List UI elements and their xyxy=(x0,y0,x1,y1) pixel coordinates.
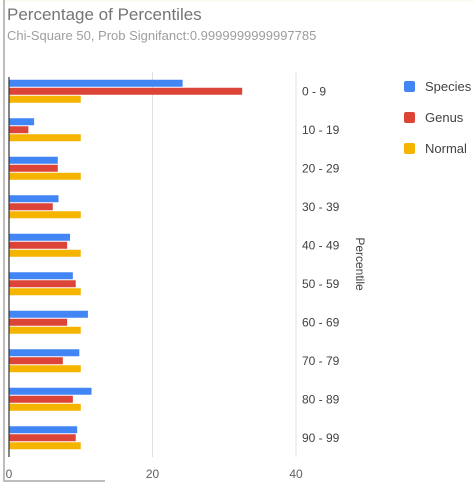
frame-top-border xyxy=(5,0,474,2)
legend-swatch-genus xyxy=(404,112,415,123)
chart-title: Percentage of Percentiles xyxy=(7,5,202,24)
bar-species-9 xyxy=(9,426,78,434)
bar-species-7 xyxy=(9,349,80,357)
x-tick-label-20: 20 xyxy=(146,467,160,481)
category-label-7: 70 - 79 xyxy=(302,354,340,368)
legend-label-genus: Genus xyxy=(425,110,464,125)
category-label-8: 80 - 89 xyxy=(302,392,340,406)
category-label-5: 50 - 59 xyxy=(302,277,340,291)
bar-genus-9 xyxy=(9,434,76,442)
bar-species-0 xyxy=(9,79,183,87)
bar-normal-0 xyxy=(9,95,81,103)
legend-item-species[interactable]: Species xyxy=(404,79,471,94)
x-tick-label-40: 40 xyxy=(289,467,303,481)
bar-genus-8 xyxy=(9,395,73,403)
legend-item-normal[interactable]: Normal xyxy=(404,141,467,156)
bar-normal-6 xyxy=(9,326,81,334)
bar-normal-7 xyxy=(9,365,81,373)
chart-subtitle: Chi-Square 50, Prob Signifanct:0.9999999… xyxy=(7,28,317,43)
bar-genus-7 xyxy=(9,357,63,365)
bar-species-6 xyxy=(9,310,88,318)
bar-normal-2 xyxy=(9,172,81,180)
category-label-2: 20 - 29 xyxy=(302,161,340,175)
frame-left-border xyxy=(3,0,5,482)
bar-normal-9 xyxy=(9,442,81,450)
bar-species-1 xyxy=(9,118,35,126)
legend-label-species: Species xyxy=(425,79,472,94)
bar-normal-5 xyxy=(9,288,81,296)
legend-label-normal: Normal xyxy=(425,141,467,156)
legend-item-genus[interactable]: Genus xyxy=(404,110,463,125)
category-label-9: 90 - 99 xyxy=(302,431,340,445)
bar-species-4 xyxy=(9,233,70,241)
y-axis-title: Percentile xyxy=(353,237,367,291)
bar-genus-6 xyxy=(9,318,68,326)
bar-genus-2 xyxy=(9,164,58,172)
bar-genus-1 xyxy=(9,126,29,134)
bar-species-5 xyxy=(9,272,73,280)
bar-species-8 xyxy=(9,387,92,395)
bar-species-3 xyxy=(9,195,59,203)
legend-swatch-normal xyxy=(404,143,415,154)
legend-swatch-species xyxy=(404,81,415,92)
bar-normal-3 xyxy=(9,211,81,219)
bar-normal-8 xyxy=(9,403,81,411)
bar-genus-5 xyxy=(9,280,76,288)
category-label-6: 60 - 69 xyxy=(302,315,340,329)
bar-normal-4 xyxy=(9,249,81,257)
category-label-0: 0 - 9 xyxy=(302,84,326,98)
bar-normal-1 xyxy=(9,134,81,142)
x-tick-label-0: 0 xyxy=(6,467,13,481)
bar-species-2 xyxy=(9,156,58,164)
bar-genus-4 xyxy=(9,241,68,249)
bar-genus-0 xyxy=(9,87,243,95)
bar-genus-3 xyxy=(9,203,53,211)
category-label-1: 10 - 19 xyxy=(302,123,340,137)
category-label-4: 40 - 49 xyxy=(302,238,340,252)
category-label-3: 30 - 39 xyxy=(302,200,340,214)
frame-bottom-border xyxy=(5,480,105,482)
